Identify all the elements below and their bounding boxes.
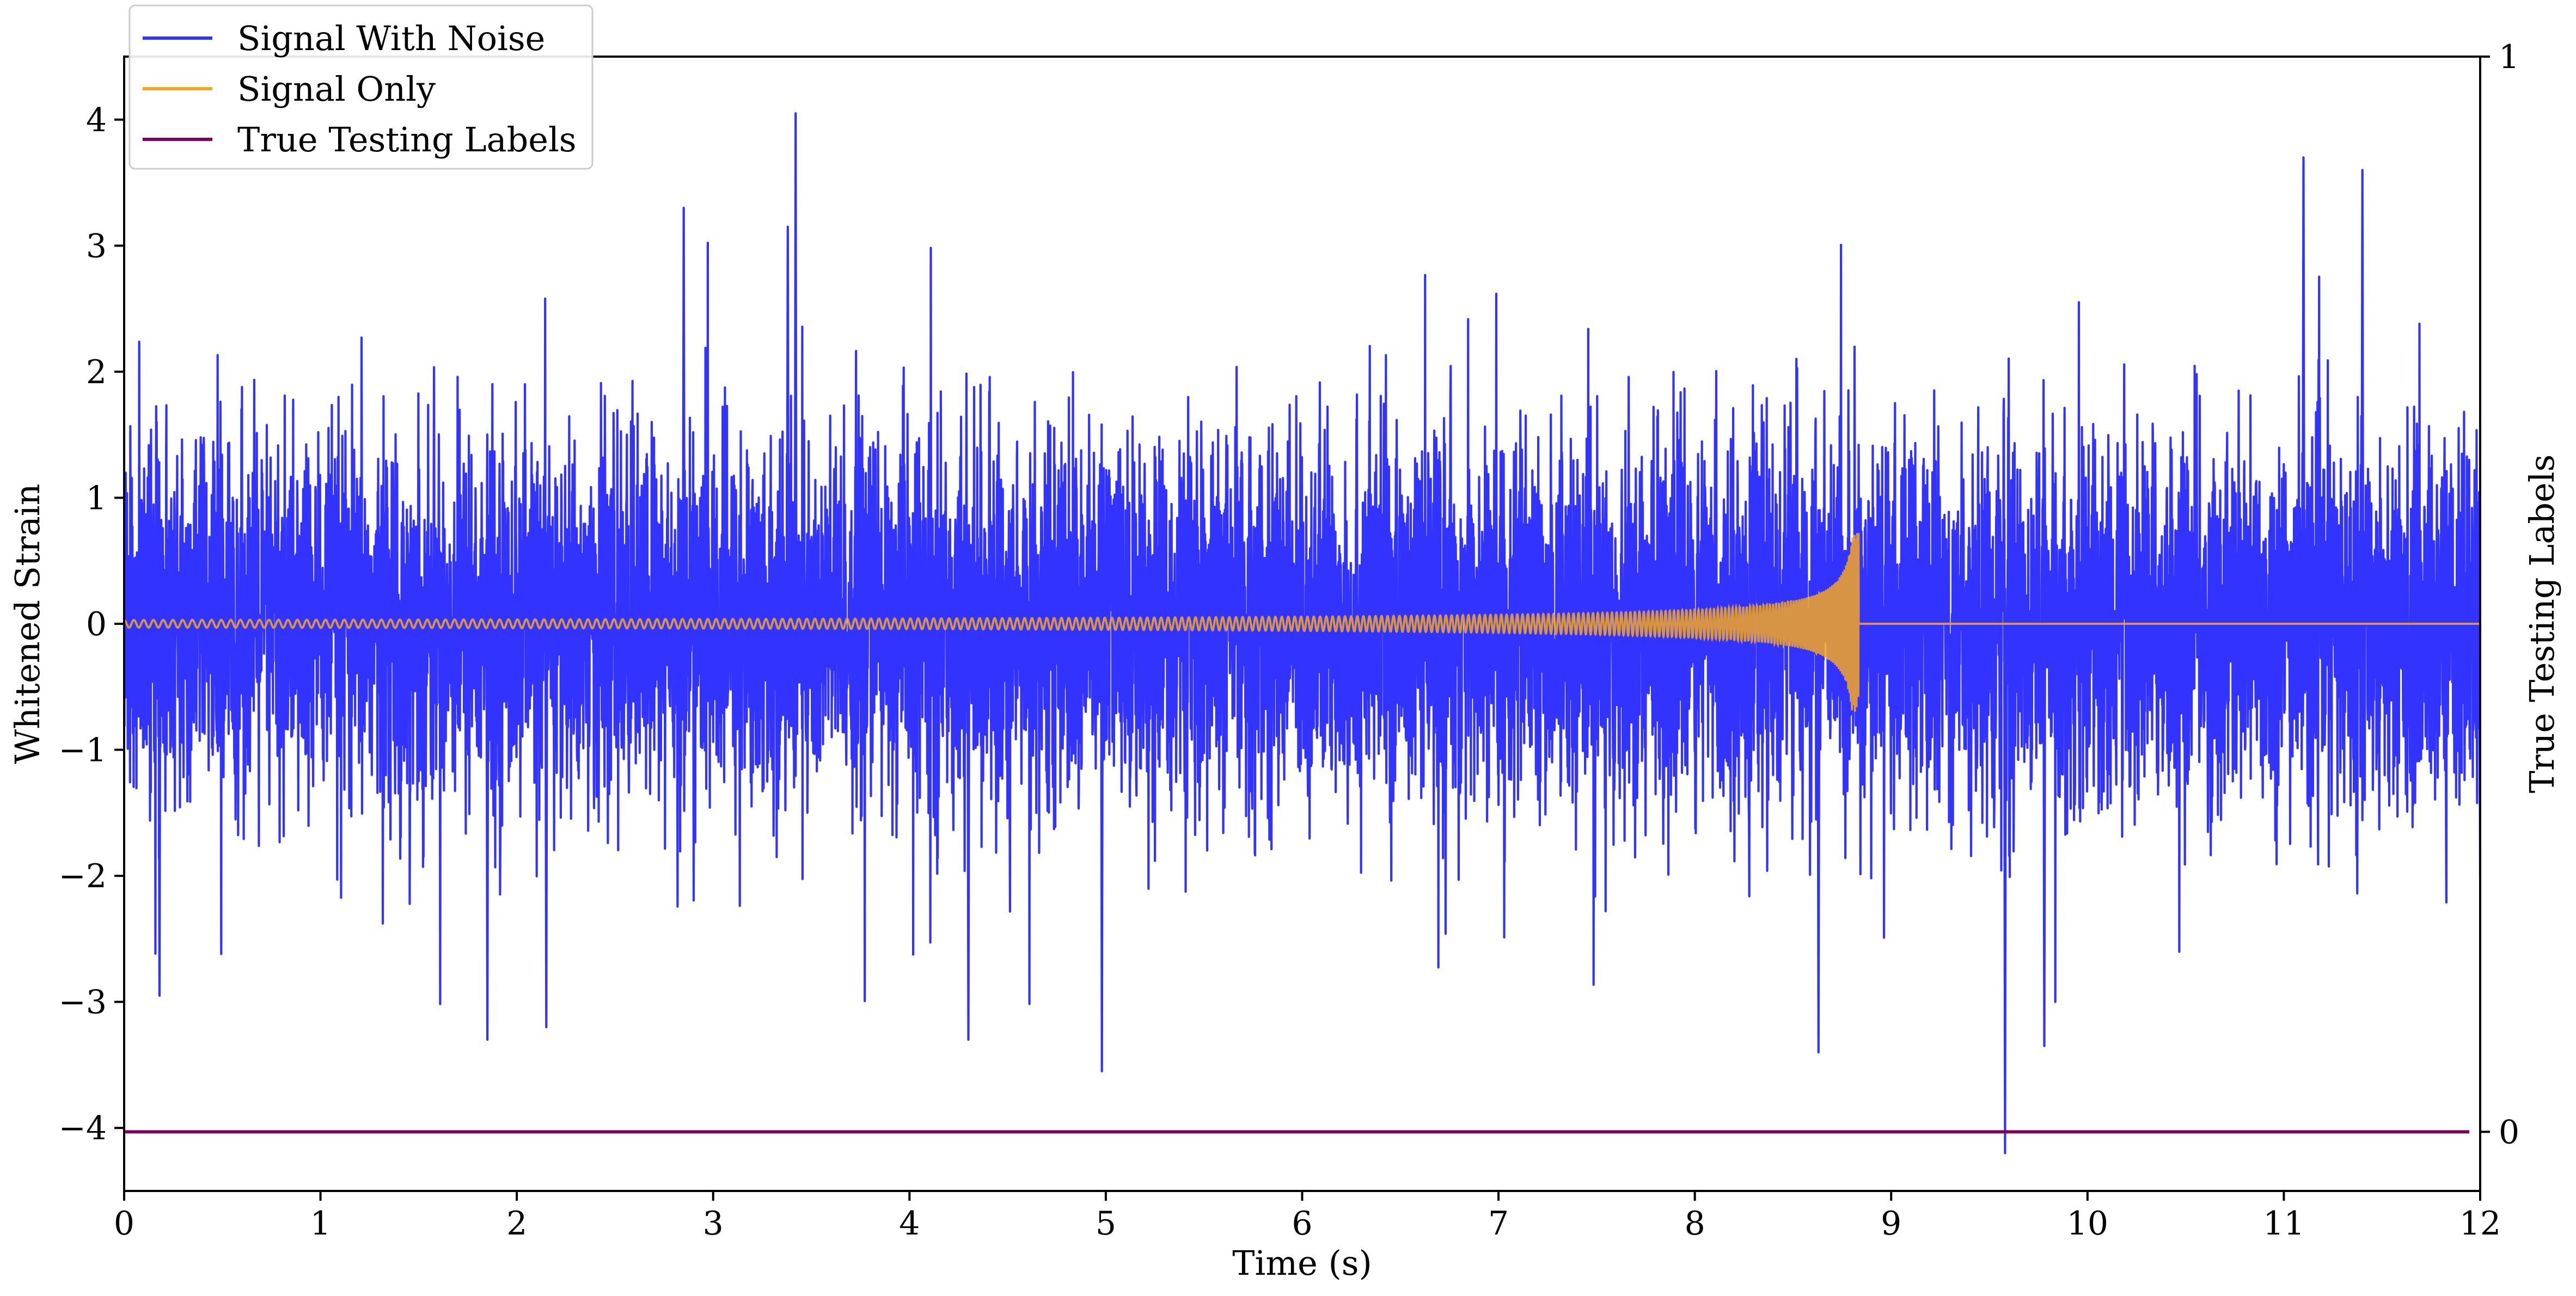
y-axis-label: Whitened Strain	[8, 484, 47, 764]
right-tick-label: 0	[2499, 1113, 2519, 1151]
legend-label-signal-with-noise: Signal With Noise	[237, 19, 545, 58]
y-tick-label: 1	[86, 479, 107, 517]
y-tick-label: 2	[86, 353, 107, 391]
legend: Signal With Noise Signal Only True Testi…	[129, 4, 593, 170]
y-tick-label: −2	[59, 857, 107, 895]
x-tick-label: 8	[1685, 1205, 1705, 1243]
y-tick-label: 0	[86, 605, 107, 643]
plot-layers	[124, 112, 2480, 1154]
y-tick-label: −3	[59, 984, 107, 1022]
y-tick-label: 4	[86, 101, 107, 139]
y-tick-label: −4	[59, 1109, 107, 1147]
legend-label-signal-only: Signal Only	[237, 69, 436, 109]
legend-label-true-testing-labels: True Testing Labels	[237, 120, 577, 159]
x-tick-label: 3	[703, 1205, 724, 1243]
x-tick-label: 7	[1488, 1205, 1509, 1243]
right-axis-label: True Testing Labels	[2522, 454, 2562, 794]
signal-with-noise-line	[124, 112, 2480, 1154]
x-tick-label: 9	[1881, 1205, 1901, 1243]
legend-box	[129, 4, 593, 170]
plot-frame	[123, 56, 2481, 1192]
y-tick-label: −1	[59, 732, 107, 770]
x-tick-label: 10	[2067, 1205, 2108, 1243]
y-tick-label: 3	[86, 227, 107, 265]
x-tick-label: 12	[2459, 1205, 2501, 1243]
x-tick-label: 5	[1096, 1205, 1116, 1243]
signal-only-line	[124, 533, 2480, 712]
right-tick-label: 1	[2499, 38, 2519, 76]
x-tick-label: 11	[2263, 1205, 2304, 1243]
x-tick-label: 1	[310, 1205, 331, 1243]
x-tick-label: 2	[506, 1205, 527, 1243]
x-tick-label: 6	[1292, 1205, 1312, 1243]
x-axis-ticks: 0 1 2 3 4 5 6 7 8 9 10 11 12	[114, 1191, 2501, 1243]
x-tick-label: 4	[899, 1205, 920, 1243]
x-axis-label: Time (s)	[1232, 1243, 1372, 1283]
x-tick-label: 0	[114, 1205, 134, 1243]
right-axis-ticks: 01	[2480, 38, 2519, 1151]
y-axis-ticks: −4 −3 −2 −1 0 1 2 3 4	[59, 101, 124, 1147]
